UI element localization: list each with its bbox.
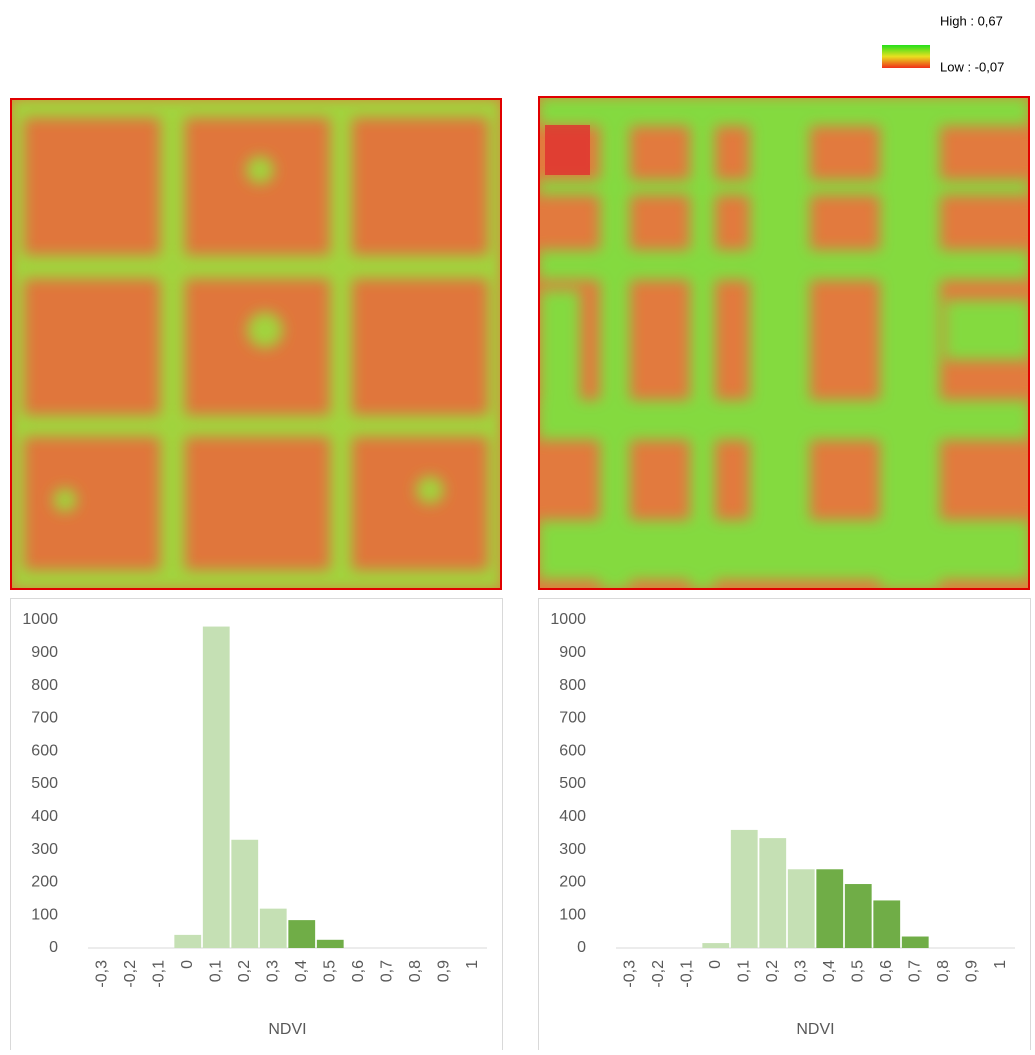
y-tick-label: 900 (31, 644, 58, 661)
x-tick-label: 0,8 (935, 960, 952, 982)
x-tick-label: 0,6 (878, 960, 895, 982)
x-tick-label: 0,2 (764, 960, 781, 982)
y-tick-label: 500 (559, 775, 586, 792)
bar (203, 627, 230, 948)
legend-high: High : 0,67 (940, 13, 1003, 28)
x-tick-label: 1 (464, 960, 481, 969)
bar (231, 840, 258, 948)
x-tick-label: -0,1 (678, 960, 695, 988)
x-tick-label: -0,2 (650, 960, 667, 988)
ndvi-map-right (538, 96, 1030, 590)
x-tick-label: 0 (707, 960, 724, 969)
bar (174, 935, 201, 948)
y-tick-label: 600 (31, 742, 58, 759)
y-tick-label: 100 (559, 906, 586, 923)
x-tick-label: 0,7 (906, 960, 923, 982)
x-axis-title: NDVI (268, 1021, 306, 1038)
bar (731, 830, 758, 948)
ndvi-map-left (10, 98, 502, 590)
y-tick-label: 700 (559, 710, 586, 727)
x-tick-label: -0,2 (122, 960, 139, 988)
y-tick-label: 700 (31, 710, 58, 727)
x-tick-label: 0,9 (963, 960, 980, 982)
chart-frame (11, 599, 503, 1051)
y-tick-label: 200 (31, 874, 58, 891)
x-tick-label: 0,4 (821, 960, 838, 982)
x-tick-label: 0,5 (321, 960, 338, 982)
x-tick-label: 0,1 (735, 960, 752, 982)
y-tick-label: 1000 (550, 611, 586, 628)
legend-low: Low : -0,07 (940, 59, 1004, 74)
x-tick-label: 0,2 (236, 960, 253, 982)
legend-ramp (882, 45, 930, 68)
bar (845, 884, 872, 948)
x-tick-label: 0,4 (293, 960, 310, 982)
y-tick-label: 300 (559, 841, 586, 858)
bar (317, 940, 344, 948)
x-tick-label: -0,1 (150, 960, 167, 988)
bar (902, 937, 929, 948)
x-tick-label: 0,8 (407, 960, 424, 982)
y-tick-label: 400 (31, 808, 58, 825)
x-tick-label: 0,3 (264, 960, 281, 982)
x-tick-label: 0,5 (849, 960, 866, 982)
x-tick-label: 0,6 (350, 960, 367, 982)
y-tick-label: 900 (559, 644, 586, 661)
y-tick-label: 1000 (22, 611, 58, 628)
y-tick-label: 800 (31, 677, 58, 694)
x-tick-label: 0,7 (378, 960, 395, 982)
bar (873, 900, 900, 948)
y-tick-label: 0 (577, 939, 586, 956)
x-tick-label: -0,3 (93, 960, 110, 988)
x-tick-label: 0,9 (435, 960, 452, 982)
x-axis-title: NDVI (796, 1021, 834, 1038)
bar (260, 909, 287, 948)
figure: High : 0,67 Low : -0,07 0100200300400500… (0, 0, 1035, 1050)
y-tick-label: 400 (559, 808, 586, 825)
bar (759, 838, 786, 948)
bar (288, 920, 315, 948)
y-tick-label: 600 (559, 742, 586, 759)
y-tick-label: 300 (31, 841, 58, 858)
y-tick-label: 100 (31, 906, 58, 923)
x-tick-label: 0 (179, 960, 196, 969)
y-tick-label: 500 (31, 775, 58, 792)
y-tick-label: 0 (49, 939, 58, 956)
chart-frame (539, 599, 1031, 1051)
x-tick-label: -0,3 (621, 960, 638, 988)
x-tick-label: 1 (992, 960, 1009, 969)
y-tick-label: 800 (559, 677, 586, 694)
bar (816, 869, 843, 948)
bar (702, 943, 729, 948)
x-tick-label: 0,1 (207, 960, 224, 982)
x-tick-label: 0,3 (792, 960, 809, 982)
page: {"legend": {"high": "High : 0,67", "low"… (0, 0, 1035, 1050)
y-tick-label: 200 (559, 874, 586, 891)
bar (788, 869, 815, 948)
